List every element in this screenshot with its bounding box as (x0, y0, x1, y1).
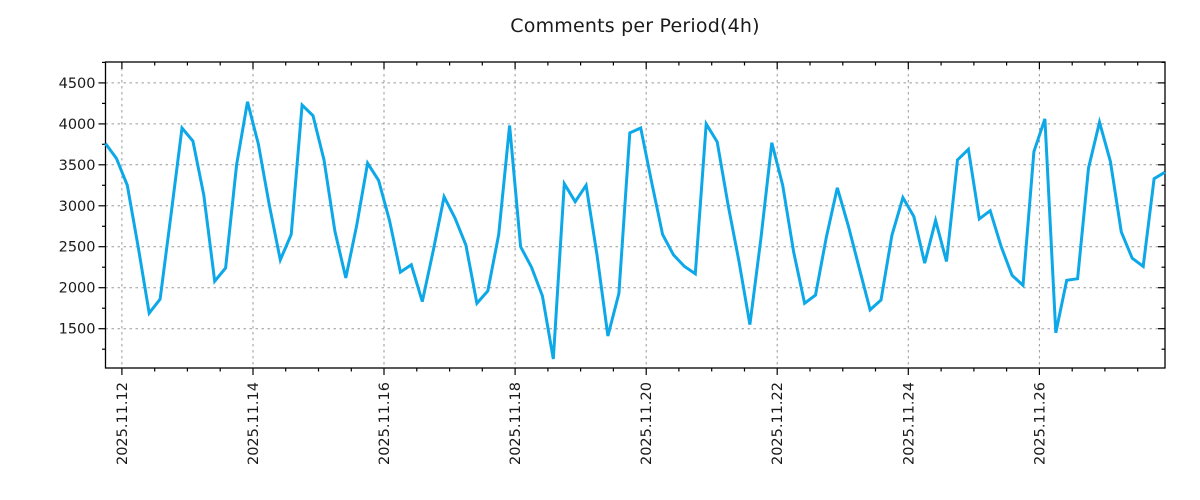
x-tick-label: 2025.11.12 (115, 382, 131, 465)
x-tick-label: 2025.11.26 (1032, 382, 1048, 465)
y-tick-label: 2500 (59, 240, 96, 256)
y-tick-label: 4500 (59, 76, 96, 92)
x-tick-label: 2025.11.18 (508, 382, 524, 465)
plot-frame (104, 61, 1166, 369)
y-tick-label: 2000 (59, 281, 96, 297)
series-line (104, 101, 1166, 360)
y-tick-label: 4000 (59, 117, 96, 133)
x-tick-label: 2025.11.22 (770, 382, 786, 465)
y-tick-label: 3500 (59, 158, 96, 174)
x-tick-label: 2025.11.20 (639, 382, 655, 465)
y-tick-label: 3000 (59, 199, 96, 215)
chart-title: Comments per Period(4h) (510, 15, 760, 37)
x-tick-label: 2025.11.24 (901, 382, 917, 465)
x-tick-label: 2025.11.16 (377, 382, 393, 465)
y-tick-label: 1500 (59, 322, 96, 338)
x-tick-label: 2025.11.14 (246, 382, 262, 465)
